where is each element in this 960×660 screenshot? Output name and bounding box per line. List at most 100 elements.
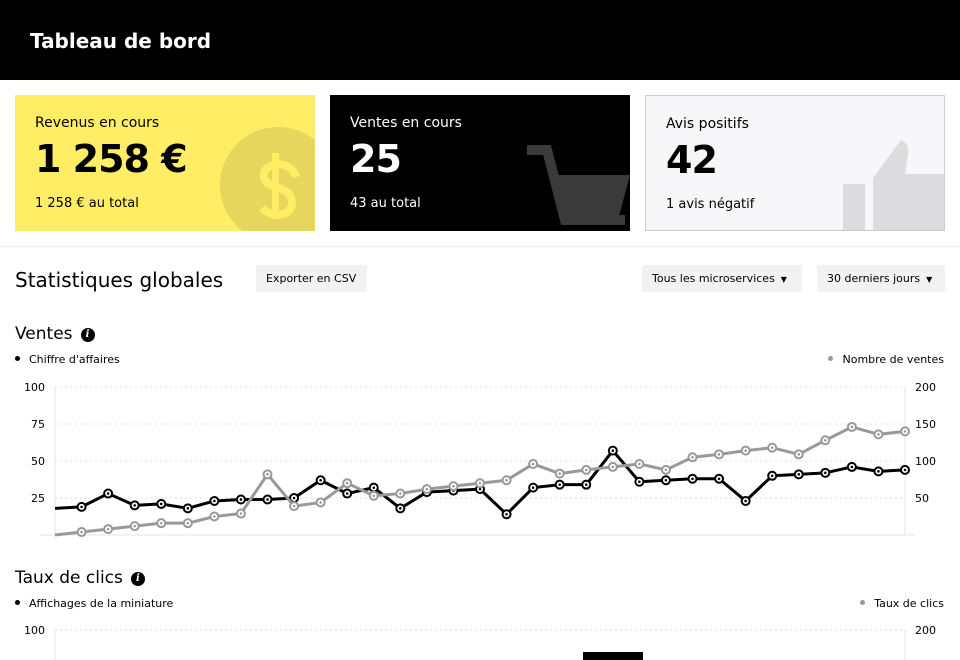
data-point-center: [186, 507, 190, 510]
data-point-center: [372, 494, 376, 498]
caret-down-icon: ▼: [926, 275, 933, 284]
y-tick-right: 150: [915, 418, 936, 431]
data-point-center: [691, 456, 694, 459]
data-point-center: [213, 515, 216, 518]
y-tick-left: 75: [31, 418, 45, 431]
data-point-center: [345, 492, 349, 495]
data-point-center: [850, 425, 854, 429]
data-point-center: [903, 430, 907, 433]
data-point-center: [266, 473, 269, 476]
data-point-center: [133, 524, 136, 528]
legend-label: Chiffre d'affaires: [29, 353, 120, 366]
period-label: 30 derniers jours: [827, 272, 921, 285]
chart-title-text: Ventes: [15, 324, 73, 344]
data-point-center: [664, 478, 668, 482]
data-point-center: [186, 521, 190, 525]
data-point-center: [744, 499, 747, 503]
data-point-center: [558, 472, 561, 475]
y-tick-left: 50: [31, 455, 45, 468]
data-point-center: [159, 502, 163, 506]
chart-title-text: Taux de clics: [15, 568, 123, 588]
data-point-center: [159, 521, 163, 525]
legend-dot: [860, 600, 866, 605]
y-tick-left: 100: [24, 381, 45, 394]
data-point-center: [638, 480, 641, 484]
data-point-center: [611, 465, 615, 469]
card-subtext: 43 au total: [350, 196, 421, 211]
card-label: Ventes en cours: [350, 115, 462, 131]
card-value: 25: [350, 137, 402, 181]
period-dropdown[interactable]: 30 derniers jours ▼: [817, 265, 945, 292]
data-point-center: [797, 453, 801, 456]
caret-down-icon: ▼: [780, 275, 787, 284]
data-point-center: [478, 481, 482, 485]
legend-right: Nombre de ventes: [828, 353, 944, 366]
data-point-center: [744, 449, 747, 452]
data-point-center: [452, 484, 455, 488]
y-tick-left: 25: [31, 492, 45, 505]
export-label: Exporter en CSV: [266, 272, 357, 285]
data-point-center: [399, 492, 402, 495]
data-point-center: [824, 471, 827, 475]
legend-dot: [15, 356, 20, 361]
chart-title-sales: Ventes i: [15, 324, 95, 344]
card-label: Revenus en cours: [35, 115, 160, 131]
data-point-center: [266, 498, 269, 501]
data-point-center: [106, 527, 110, 531]
page-title: Tableau de bord: [30, 29, 212, 53]
data-point-center: [611, 449, 615, 452]
data-point-center: [531, 462, 535, 466]
legend-left: Affichages de la miniature: [15, 597, 173, 610]
legend-right: Taux de clics: [860, 597, 944, 610]
tooltip: [583, 652, 643, 660]
legend-dot: [15, 600, 20, 605]
info-icon[interactable]: i: [80, 328, 95, 342]
legend-label: Nombre de ventes: [842, 353, 944, 366]
data-point-center: [850, 465, 854, 469]
card-subtext: 1 avis négatif: [666, 197, 755, 212]
data-point-center: [558, 483, 561, 486]
data-point-center: [824, 438, 827, 442]
data-point-center: [292, 504, 296, 508]
legend-left: Chiffre d'affaires: [15, 353, 120, 366]
data-point-center: [638, 462, 641, 466]
export-csv-button[interactable]: Exporter en CSV: [256, 265, 367, 292]
data-point-center: [239, 512, 243, 515]
y-tick-left: 100: [24, 624, 45, 637]
data-point-center: [584, 468, 588, 472]
data-point-center: [399, 507, 402, 510]
data-point-center: [770, 474, 774, 478]
data-point-center: [372, 486, 376, 489]
data-point-center: [877, 470, 880, 473]
card-subtext: 1 258 € au total: [35, 196, 139, 211]
microservices-dropdown[interactable]: Tous les microservices ▼: [642, 265, 802, 292]
info-icon[interactable]: i: [130, 572, 145, 586]
card-label: Avis positifs: [666, 116, 749, 132]
card-value: 42: [666, 138, 718, 182]
y-tick-right: 100: [915, 455, 936, 468]
data-point-center: [345, 481, 349, 485]
y-tick-right: 200: [915, 624, 936, 637]
card-revenue: Revenus en cours 1 258 € 1 258 € au tota…: [15, 95, 315, 231]
data-point-center: [584, 483, 588, 486]
data-point-center: [664, 468, 668, 472]
data-point-center: [425, 487, 429, 491]
data-point-center: [531, 486, 535, 489]
y-tick-right: 200: [915, 381, 936, 394]
legend-label: Affichages de la miniature: [29, 597, 174, 610]
card-reviews: Avis positifs 42 1 avis négatif: [645, 95, 945, 231]
data-point-center: [80, 530, 83, 534]
data-point-center: [213, 499, 216, 503]
data-point-center: [80, 505, 83, 509]
data-point-center: [770, 446, 774, 449]
divider: [0, 246, 960, 247]
data-point-center: [505, 478, 508, 482]
data-point-center: [106, 492, 110, 495]
data-point-center: [133, 504, 136, 507]
dollar-coin-icon: [220, 127, 315, 231]
y-tick-right: 50: [915, 492, 929, 505]
data-point-center: [717, 477, 721, 481]
legend-dot: [828, 356, 834, 361]
data-point-center: [319, 501, 322, 504]
